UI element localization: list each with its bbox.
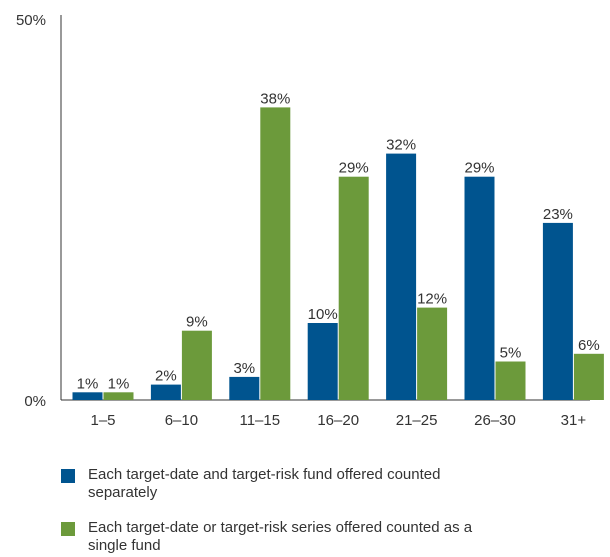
data-label-series-1-1: 1% [77, 375, 99, 392]
legend-label: Each target-date or target-risk series o… [88, 519, 473, 554]
bar-series-1-4 [307, 323, 338, 400]
bar-series-1-3 [229, 376, 260, 400]
legend-swatch-blue [61, 469, 75, 483]
x-tick-label-3: 11–15 [239, 412, 280, 429]
x-tick-label-7: 31+ [561, 412, 587, 429]
bar-series-2-5 [417, 307, 448, 400]
x-tick-label-4: 16–20 [317, 412, 359, 429]
bar-series-2-3 [260, 107, 291, 401]
data-label-series-2-2: 9% [186, 314, 208, 331]
x-tick-label-2: 6–10 [165, 412, 198, 429]
data-label-series-2-1: 1% [108, 375, 130, 392]
bar-series-2-7 [573, 353, 604, 400]
legend-swatch-green [61, 522, 75, 536]
data-label-series-2-6: 5% [500, 345, 522, 362]
bar-series-2-6 [495, 361, 526, 400]
bar-series-1-6 [464, 176, 495, 400]
bar-series-1-2 [150, 384, 181, 400]
data-label-series-1-3: 3% [233, 360, 255, 377]
data-label-series-1-5: 32% [386, 137, 416, 154]
y-tick-label-top: 50% [16, 12, 46, 29]
bar-series-1-5 [386, 153, 417, 400]
data-label-series-2-7: 6% [578, 337, 600, 354]
x-tick-label-1: 1–5 [90, 412, 115, 429]
data-label-series-1-6: 29% [464, 160, 494, 177]
bar-series-1-1 [72, 392, 103, 400]
data-label-series-1-4: 10% [308, 306, 338, 323]
bar-series-2-1 [103, 392, 134, 400]
legend-label: Each target-date and target-risk fund of… [88, 466, 441, 501]
bar-series-2-2 [181, 330, 212, 400]
data-label-series-2-3: 38% [260, 90, 290, 107]
x-tick-label-6: 26–30 [474, 412, 516, 429]
data-label-series-1-2: 2% [155, 368, 177, 385]
bar-series-1-7 [542, 222, 573, 400]
data-label-series-1-7: 23% [543, 206, 573, 223]
y-tick-label-bottom: 0% [24, 393, 46, 410]
bar-series-2-4 [338, 176, 369, 400]
data-label-series-2-5: 12% [417, 291, 447, 308]
data-label-series-2-4: 29% [339, 160, 369, 177]
bar-chart: 50% 0% 1% 1% 1–5 2% 9% 6–10 3% 38% 11–15 10% 29% 16… [16, 12, 604, 429]
x-tick-label-5: 21–25 [396, 412, 438, 429]
bars-group: 1% 1% 1–5 2% 9% 6–10 3% 38% 11–15 10% 29% 16–20 32% 1… [72, 90, 604, 429]
